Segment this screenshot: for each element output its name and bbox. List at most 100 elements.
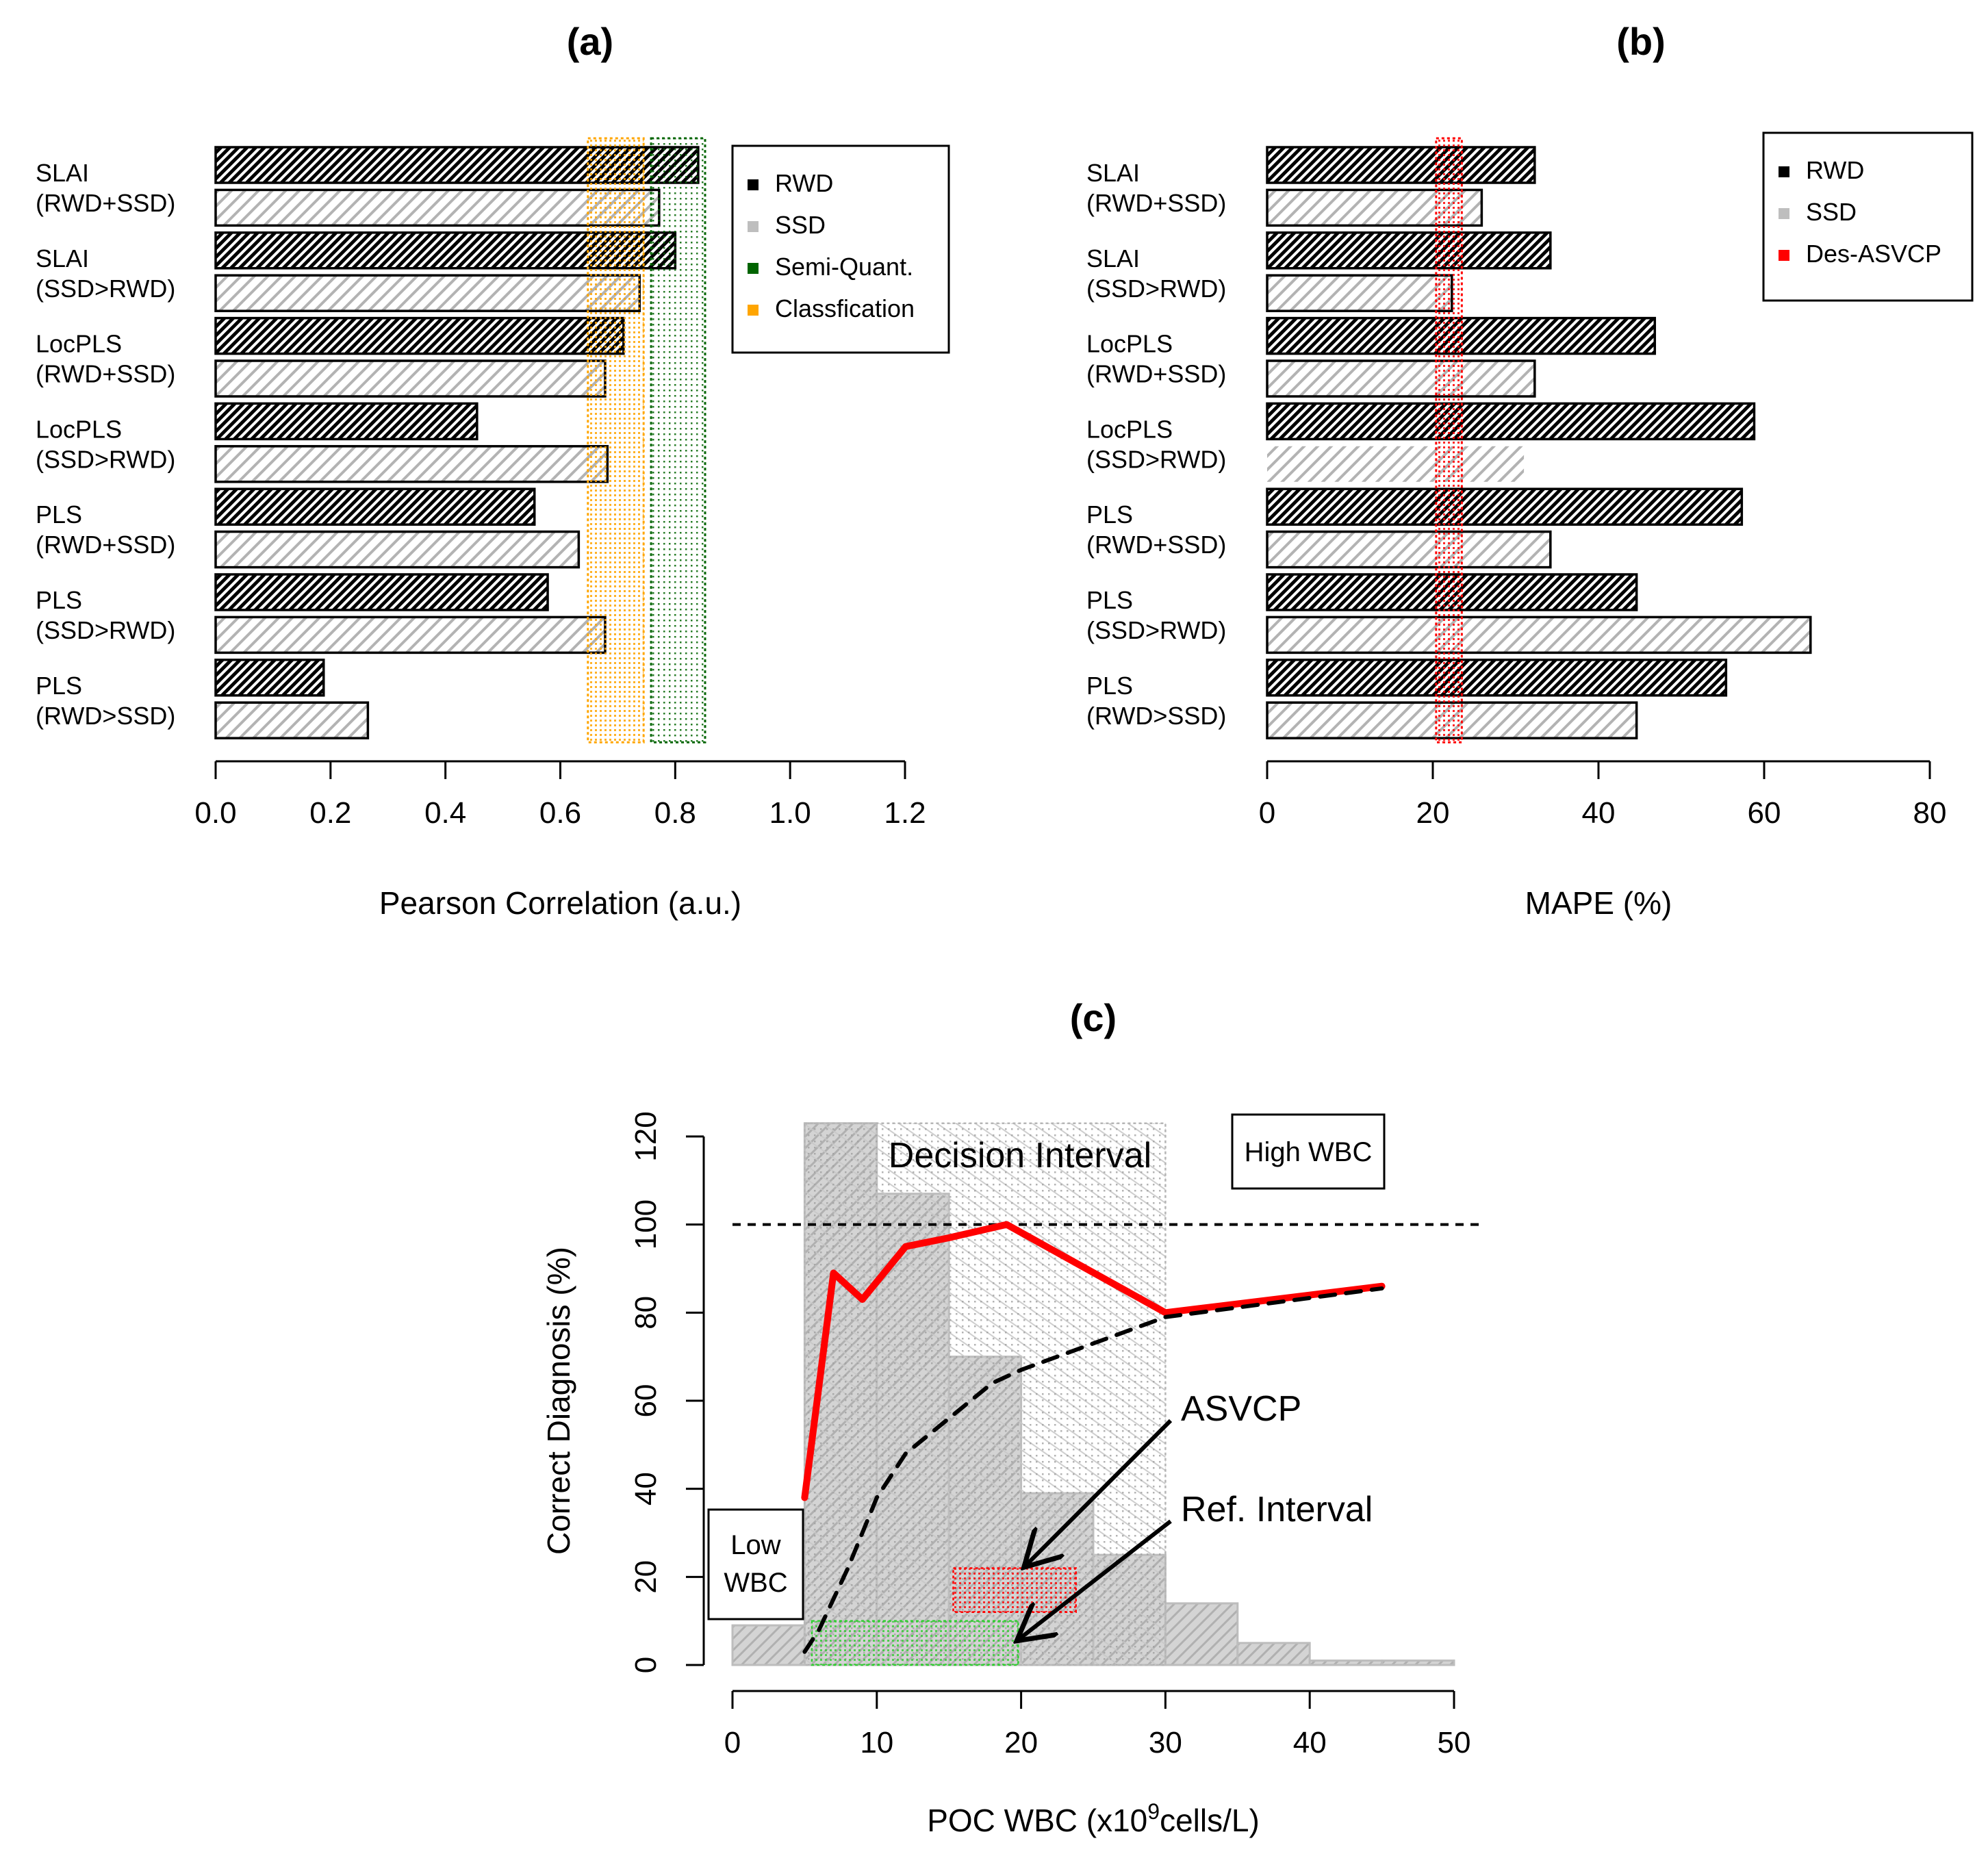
legend-swatch-ssd: [1779, 208, 1789, 219]
x-tick-label: 40: [1293, 1726, 1327, 1759]
region-decision-interval-outline: [804, 1122, 1167, 1666]
histogram-bar-1: [731, 1624, 806, 1666]
category-label-line1: LocPLS: [36, 415, 122, 443]
category-label-line1: PLS: [1086, 672, 1133, 700]
legend-label-ssd: SSD: [775, 211, 826, 239]
category-label-line1: PLS: [36, 672, 82, 700]
category-label-line1: SLAI: [1086, 159, 1140, 187]
bar-ssd-6: [214, 615, 607, 654]
bar-ssd-3: [214, 359, 607, 398]
category-label-line2: (SSD>RWD): [1086, 616, 1226, 644]
band-classfication-fill: [587, 138, 644, 743]
panel-title: (c): [1070, 996, 1117, 1039]
bar-ssd-7: [214, 701, 370, 739]
bar-ssd-2: [1266, 274, 1453, 312]
legend-label-ssd: SSD: [1806, 198, 1857, 226]
region-asvcp-outline: [952, 1567, 1077, 1614]
category-label-line2: (SSD>RWD): [1086, 275, 1226, 303]
x-tick-label: 0.6: [539, 796, 581, 830]
x-tick-label: 80: [1913, 796, 1947, 830]
bar-ssd-5: [1266, 530, 1552, 569]
legend-swatch-ssd: [748, 221, 759, 232]
x-axis-label: POC WBC (x109cells/L): [927, 1799, 1260, 1838]
bar-rwd-3: [214, 316, 625, 355]
category-label-line2: (RWD+SSD): [36, 189, 175, 217]
x-tick-label: 0.4: [424, 796, 466, 830]
bar-rwd-1: [1266, 146, 1536, 184]
category-label-line1: SLAI: [1086, 244, 1140, 272]
bar-ssd-5: [214, 530, 581, 569]
bar-ssd-1: [214, 188, 661, 227]
low-wbc-box: [707, 1508, 804, 1620]
x-tick-label: 40: [1582, 796, 1616, 830]
x-tick-label: 20: [1416, 796, 1450, 830]
region-ref-interval-fill: [811, 1620, 1019, 1665]
annotation-low-wbc-line1: Low: [730, 1530, 780, 1560]
legend-swatch-rwd: [1779, 166, 1789, 177]
panel-b-mape: (b)SLAI(RWD+SSD)SLAI(SSD>RWD)LocPLS(RWD+…: [1086, 20, 1974, 921]
category-label-line2: (SSD>RWD): [36, 616, 175, 644]
series-line-des-asvcp: [801, 1221, 1386, 1501]
x-tick-label: 30: [1149, 1726, 1182, 1759]
legend-label-semi-quant-: Semi-Quant.: [775, 253, 913, 281]
x-tick-label: 0.8: [654, 796, 696, 830]
x-axis-label-suffix: cells/L): [1160, 1803, 1260, 1838]
legend-swatch-classfication: [748, 305, 759, 316]
category-label-line2: (RWD+SSD): [1086, 189, 1226, 217]
category-label-line1: SLAI: [36, 159, 89, 187]
annotation-high-wbc: High WBC: [1245, 1137, 1373, 1167]
panel-c-correct-diagnosis: (c) 0 10 20 30 40 50 0 20 40 60 80 100 120 POC WBC (x1…: [541, 996, 1483, 1838]
category-label-line2: (SSD>RWD): [1086, 445, 1226, 473]
bar-rwd-4: [214, 402, 479, 441]
category-label-line1: LocPLS: [1086, 415, 1173, 443]
band-semi-quant--outline: [650, 137, 706, 743]
bar-rwd-7: [214, 659, 325, 697]
annotation-low-wbc-line2: WBC: [724, 1568, 787, 1598]
bar-rwd-4: [1266, 402, 1756, 441]
legend-swatch-semi-quant-: [748, 263, 759, 274]
category-label-line1: PLS: [1086, 500, 1133, 529]
y-tick-label: 120: [629, 1111, 663, 1161]
x-tick-label: 50: [1438, 1726, 1471, 1759]
band-classfication-outline: [587, 137, 645, 743]
bar-rwd-5: [214, 487, 536, 526]
x-tick-label: 0: [1259, 796, 1275, 830]
annotation-ref-interval: Ref. Interval: [1181, 1490, 1373, 1529]
x-tick-label: 1.0: [769, 796, 811, 830]
bar-ssd-4: [214, 445, 609, 483]
category-label-line2: (RWD+SSD): [36, 531, 175, 559]
category-label-line1: PLS: [36, 500, 82, 529]
bar-ssd-6: [1266, 615, 1812, 654]
category-label-line2: (SSD>RWD): [36, 275, 175, 303]
x-axis-label: Pearson Correlation (a.u.): [379, 885, 741, 921]
legend-swatch-rwd: [748, 179, 759, 190]
band-des-asvcp-outline: [1435, 137, 1463, 743]
x-tick-label: 0.0: [194, 796, 236, 830]
band-des-asvcp-fill: [1436, 138, 1462, 743]
category-label-line1: PLS: [36, 586, 82, 614]
category-label-line2: (RWD+SSD): [36, 360, 175, 388]
category-label-line2: (RWD+SSD): [1086, 360, 1226, 388]
category-label-line2: (SSD>RWD): [36, 445, 175, 473]
category-label-line2: (RWD+SSD): [1086, 531, 1226, 559]
histogram-bar-8: [1236, 1642, 1311, 1666]
x-axis-label-superscript: 9: [1147, 1799, 1160, 1824]
panel-title: (b): [1616, 20, 1666, 63]
x-tick-label: 20: [1004, 1726, 1038, 1759]
category-label-line1: PLS: [1086, 586, 1133, 614]
x-tick-label: 1.2: [884, 796, 926, 830]
histogram-bar-7: [1164, 1602, 1239, 1666]
bar-ssd-4: [1267, 446, 1525, 482]
bar-rwd-7: [1266, 659, 1728, 697]
legend-label-des-asvcp: Des-ASVCP: [1806, 240, 1941, 268]
category-label-line2: (RWD>SSD): [1086, 702, 1226, 730]
y-tick-label: 20: [629, 1560, 663, 1594]
category-label-line2: (RWD>SSD): [36, 702, 175, 730]
category-label-line1: SLAI: [36, 244, 89, 272]
category-label-line1: LocPLS: [36, 330, 122, 358]
x-tick-label: 0: [724, 1726, 741, 1759]
band-semi-quant--fill: [651, 138, 705, 743]
y-tick-label: 40: [629, 1472, 663, 1505]
y-tick-label: 80: [629, 1296, 663, 1330]
